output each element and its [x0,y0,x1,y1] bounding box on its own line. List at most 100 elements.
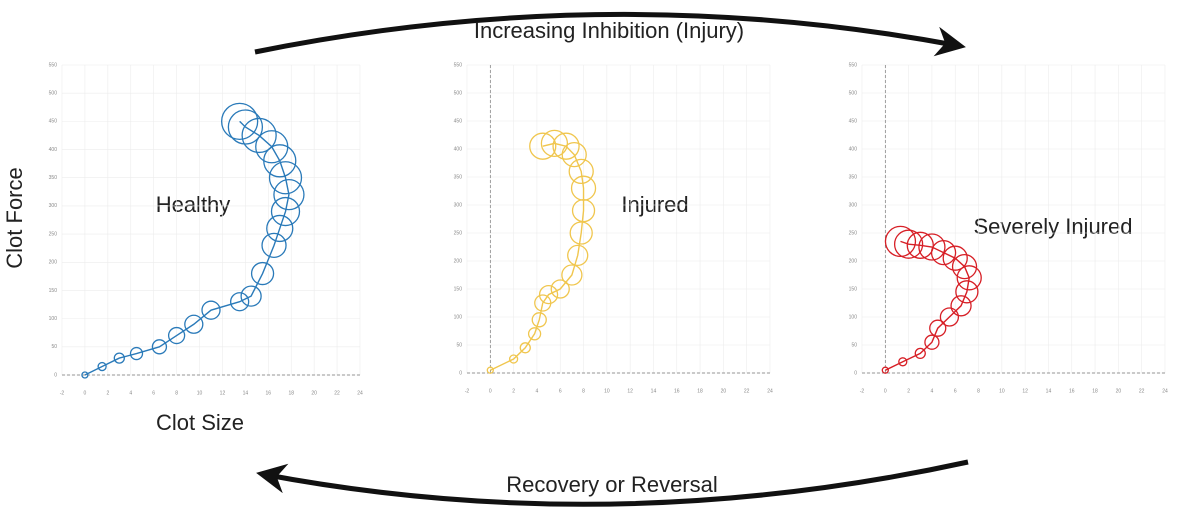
bubble [942,245,968,271]
y-tick-label: 100 [849,314,858,320]
bubble [538,284,559,305]
bubble [151,339,168,355]
y-tick-label: 400 [849,146,858,152]
y-tick-label: 150 [454,286,463,292]
bubble [918,233,946,261]
x-tick-label: 8 [582,388,585,394]
y-tick-label: 200 [849,258,858,264]
x-tick-label: 14 [651,388,657,394]
y-tick-label: 100 [454,314,463,320]
x-tick-label: 10 [197,390,203,396]
x-tick-label: 20 [721,388,727,394]
x-tick-label: 4 [931,388,934,394]
x-tick-label: 10 [604,388,610,394]
bubble [893,229,924,259]
bubble [898,357,908,367]
y-tick-label: 300 [49,203,58,209]
bubble [230,292,250,312]
x-tick-label: 16 [266,390,272,396]
y-tick-label: 400 [454,146,463,152]
y-tick-label: 0 [54,372,57,378]
x-axis-title: Clot Size [156,410,244,435]
x-tick-label: 8 [175,390,178,396]
bubble [881,366,889,374]
bubble [261,232,287,259]
bubble [227,109,264,145]
bubble [270,196,301,227]
bubble [950,295,972,317]
x-tick-label: 4 [536,388,539,394]
bubble [508,354,519,364]
y-tick-label: 200 [49,260,58,266]
bubble [268,161,303,195]
bubble [519,342,531,354]
y-tick-label: 50 [851,342,857,348]
x-tick-label: 12 [1022,388,1028,394]
bubble [113,352,125,364]
bubble [273,178,305,211]
bubble [568,158,594,185]
bubble [527,327,542,341]
bubble [956,265,982,291]
y-tick-label: 550 [49,62,58,68]
x-tick-label: 0 [884,388,887,394]
bubble [250,261,275,286]
bubble [929,319,947,337]
x-tick-label: 2 [512,388,515,394]
bubble [550,279,570,299]
x-tick-label: 24 [767,388,773,394]
y-tick-label: 500 [454,90,463,96]
x-tick-label: -2 [60,390,65,396]
y-axis-title: Clot Force [2,167,27,268]
bubble [529,132,557,160]
bubble [561,264,583,286]
x-tick-label: 22 [744,388,750,394]
bubble [939,307,960,327]
y-tick-label: 500 [849,90,858,96]
y-tick-label: 50 [51,344,57,350]
x-tick-label: 16 [1069,388,1075,394]
y-tick-label: 250 [49,231,58,237]
y-tick-label: 250 [849,230,858,236]
top-arrow [254,11,966,57]
bubble [951,253,978,280]
bubble [240,285,262,307]
y-tick-label: 450 [49,119,58,125]
bottom-arrow [256,459,969,507]
y-tick-label: 450 [454,118,463,124]
x-tick-label: 18 [288,390,294,396]
y-tick-label: 250 [454,230,463,236]
bubble [552,132,580,160]
bubble [561,141,587,168]
x-tick-label: 0 [84,390,87,396]
y-tick-label: 300 [849,202,858,208]
panel-label: Severely Injured [974,214,1133,239]
x-tick-label: 18 [697,388,703,394]
bubble [884,225,917,258]
bubble [955,280,979,304]
y-tick-label: 400 [49,147,58,153]
x-tick-label: 8 [977,388,980,394]
y-tick-label: 150 [849,286,858,292]
x-tick-label: 14 [243,390,249,396]
x-tick-label: 14 [1046,388,1052,394]
y-tick-label: 350 [454,174,463,180]
x-tick-label: 22 [1139,388,1145,394]
y-tick-label: 50 [456,342,462,348]
bubble [255,130,289,164]
trajectory [84,120,290,376]
x-tick-label: 2 [106,390,109,396]
bubble [540,129,569,158]
y-tick-label: 450 [849,118,858,124]
x-tick-label: 24 [1162,388,1168,394]
y-tick-label: 0 [459,370,462,376]
trajectory [885,240,970,371]
bubble [486,366,494,374]
bubble [906,231,934,259]
x-tick-label: 24 [357,390,363,396]
x-tick-label: 2 [907,388,910,394]
panel-label: Injured [621,192,688,217]
y-tick-label: 200 [454,258,463,264]
bubble [570,175,597,201]
